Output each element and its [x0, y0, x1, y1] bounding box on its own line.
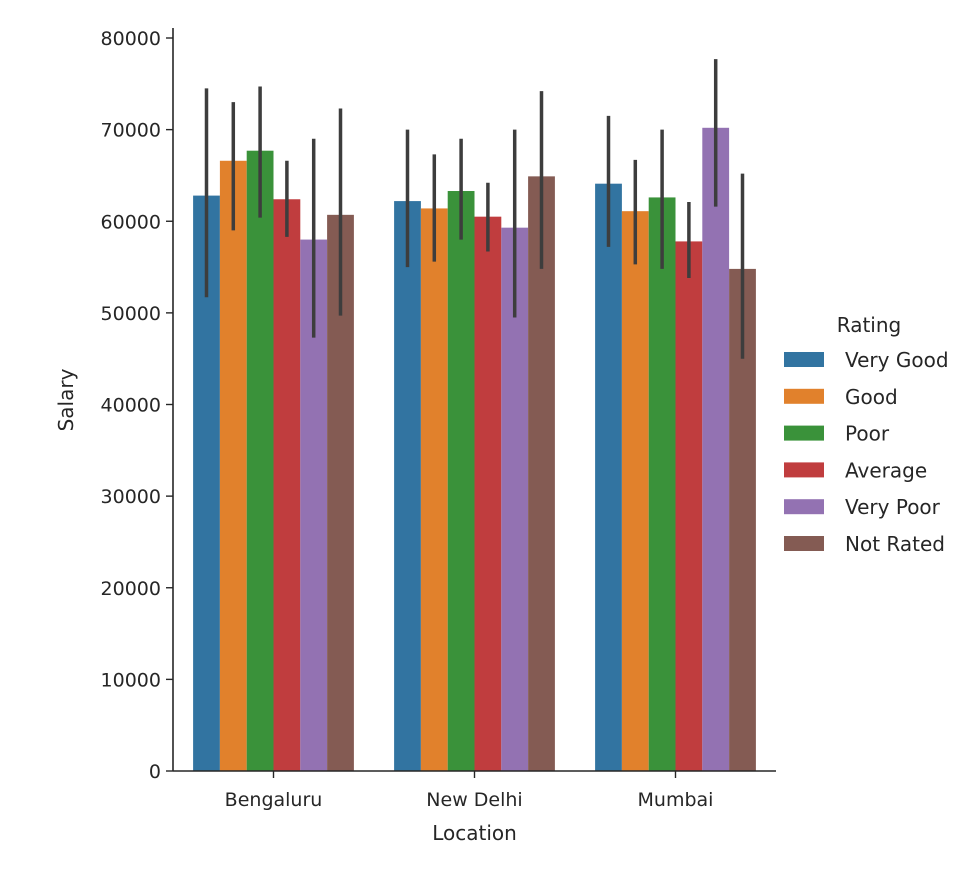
bar	[528, 176, 555, 771]
x-tick-label: New Delhi	[426, 789, 522, 811]
bars-layer	[193, 127, 756, 772]
y-tick-label: 50000	[101, 303, 161, 325]
bar	[648, 197, 676, 772]
legend-swatch	[784, 425, 824, 441]
legend-swatch	[784, 462, 824, 478]
bar	[621, 211, 649, 771]
legend-label: Very Good	[845, 348, 949, 372]
bar	[273, 199, 301, 771]
y-tick-label: 70000	[101, 120, 161, 142]
legend-label: Very Poor	[845, 495, 941, 519]
y-tick-label: 80000	[101, 28, 161, 50]
bar	[501, 227, 529, 771]
bar	[675, 241, 703, 772]
x-tick-label: Bengaluru	[225, 789, 323, 811]
y-tick-label: 10000	[101, 669, 161, 691]
bar	[702, 127, 730, 772]
y-tick-label: 30000	[101, 486, 161, 508]
y-axis-label: Salary	[54, 368, 78, 431]
bar	[219, 160, 247, 772]
legend-swatch	[784, 499, 824, 515]
legend-label: Not Rated	[845, 532, 945, 556]
error-bars-layer	[204, 59, 745, 359]
bar	[420, 208, 448, 772]
y-tick-label: 0	[149, 761, 161, 783]
y-tick-label: 40000	[101, 395, 161, 417]
x-tick-label: Mumbai	[638, 789, 714, 811]
legend-label: Good	[845, 385, 898, 409]
legend-label: Poor	[845, 422, 890, 446]
bar	[394, 201, 421, 771]
legend-swatch	[784, 388, 824, 404]
legend-swatch	[784, 352, 824, 367]
y-tick-label: 20000	[101, 578, 161, 600]
y-tick-label: 60000	[101, 211, 161, 233]
bar	[595, 183, 622, 772]
legend-swatch	[784, 536, 824, 551]
x-axis-label: Location	[432, 821, 517, 845]
legend-label: Average	[845, 458, 927, 482]
bar	[246, 150, 274, 772]
axes-layer: 0 10000 20000 30000 40000 50000 60000 70000 8000…	[54, 28, 776, 845]
bar	[447, 191, 475, 772]
legend-title: Rating	[837, 313, 901, 337]
legend: Rating Very Good Good Poor Average Very Poor N…	[784, 313, 949, 556]
bar	[474, 216, 502, 771]
